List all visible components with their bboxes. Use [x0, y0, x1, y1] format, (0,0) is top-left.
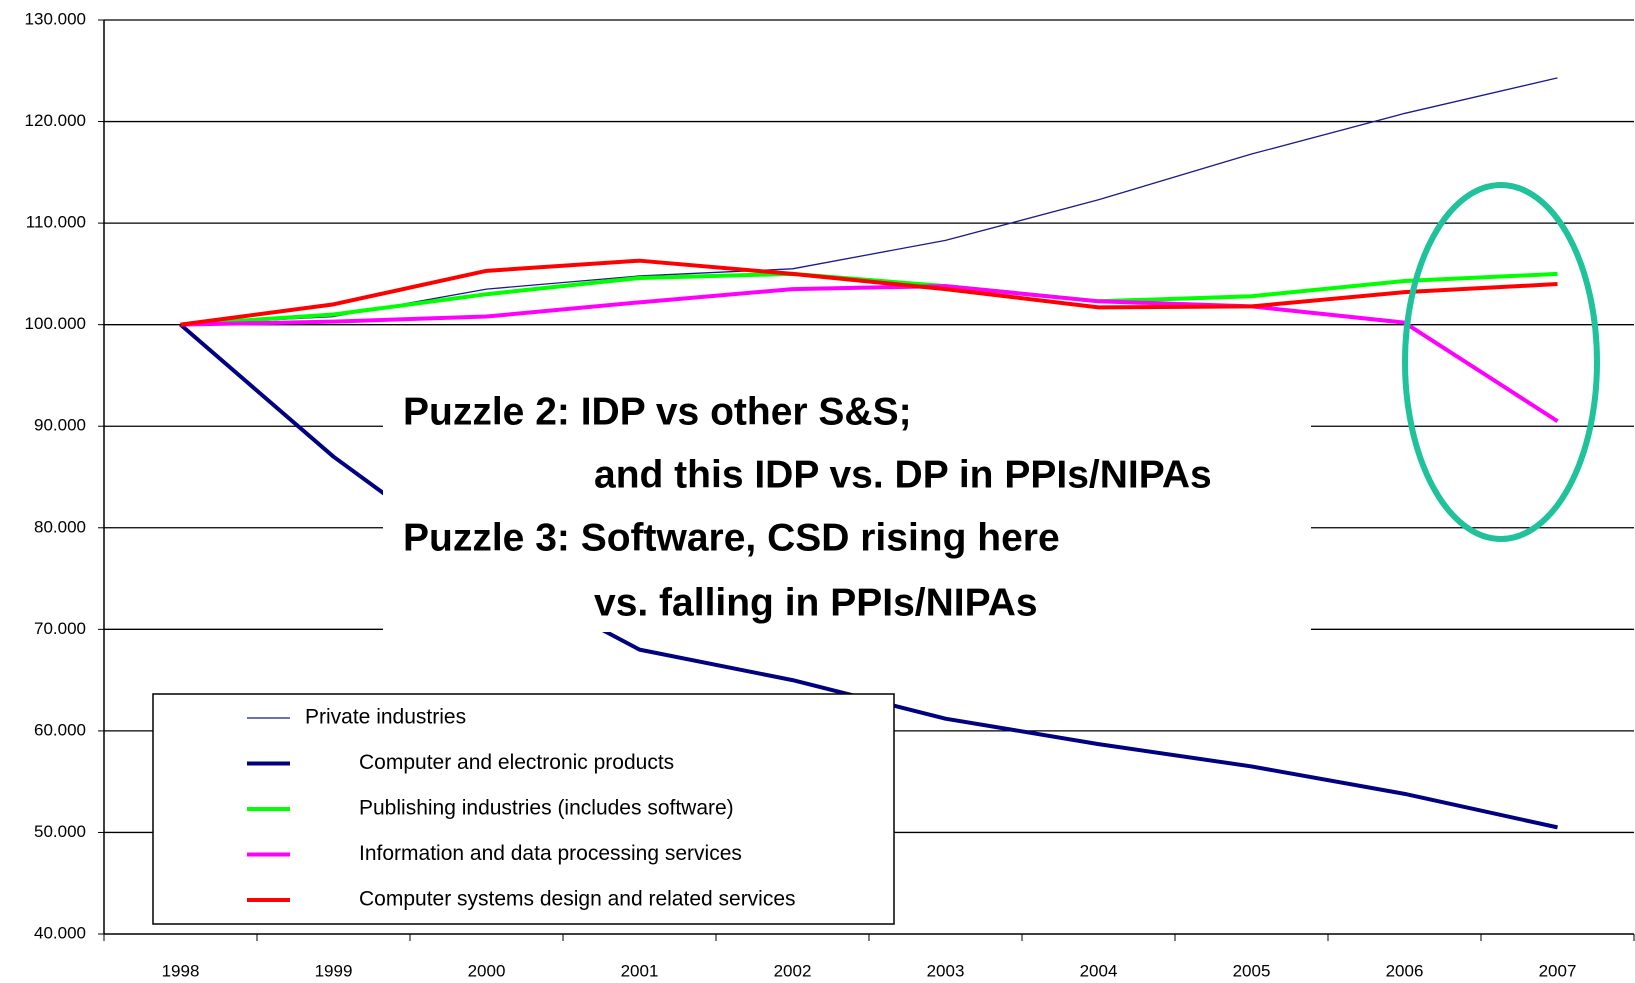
x-tick-label: 2005 — [1233, 961, 1271, 980]
series-line — [180, 284, 1559, 423]
series-line — [180, 258, 1558, 327]
x-tick-label: 1998 — [162, 961, 200, 980]
annotation: Puzzle 3: Software, CSD rising here — [403, 516, 1060, 559]
y-tick-label: 130.000 — [25, 9, 86, 28]
legend-label: Computer systems design and related serv… — [359, 888, 796, 911]
x-tick-label: 2003 — [927, 961, 965, 980]
y-tick-label: 90.000 — [34, 416, 86, 435]
y-tick-label: 40.000 — [34, 923, 86, 942]
annotation: and this IDP vs. DP in PPIs/NIPAs — [594, 453, 1212, 496]
x-tick-label: 2004 — [1080, 961, 1118, 980]
x-tick-label: 2000 — [468, 961, 506, 980]
y-tick-label: 110.000 — [26, 213, 86, 232]
y-tick-label: 120.000 — [25, 111, 86, 130]
x-tick-label: 2001 — [621, 961, 659, 980]
legend-label: Computer and electronic products — [359, 751, 674, 774]
y-tick-label: 50.000 — [34, 822, 86, 841]
y-tick-label: 100.000 — [25, 314, 86, 333]
y-tick-label: 60.000 — [34, 720, 86, 739]
y-tick-label: 80.000 — [34, 517, 86, 536]
y-tick-label: 70.000 — [34, 619, 86, 638]
x-tick-label: 2002 — [774, 961, 812, 980]
legend-label: Publishing industries (includes software… — [359, 797, 734, 820]
annotation-box — [383, 382, 1311, 632]
x-tick-label: 2006 — [1386, 961, 1424, 980]
legend-label: Private industries — [305, 706, 466, 729]
highlight-ellipse — [1402, 182, 1600, 542]
x-tick-label: 1999 — [315, 961, 353, 980]
annotation: Puzzle 2: IDP vs other S&S; — [403, 390, 912, 433]
x-tick-label: 2007 — [1539, 961, 1577, 980]
legend-label: Information and data processing services — [359, 842, 742, 865]
annotation: vs. falling in PPIs/NIPAs — [594, 581, 1038, 624]
